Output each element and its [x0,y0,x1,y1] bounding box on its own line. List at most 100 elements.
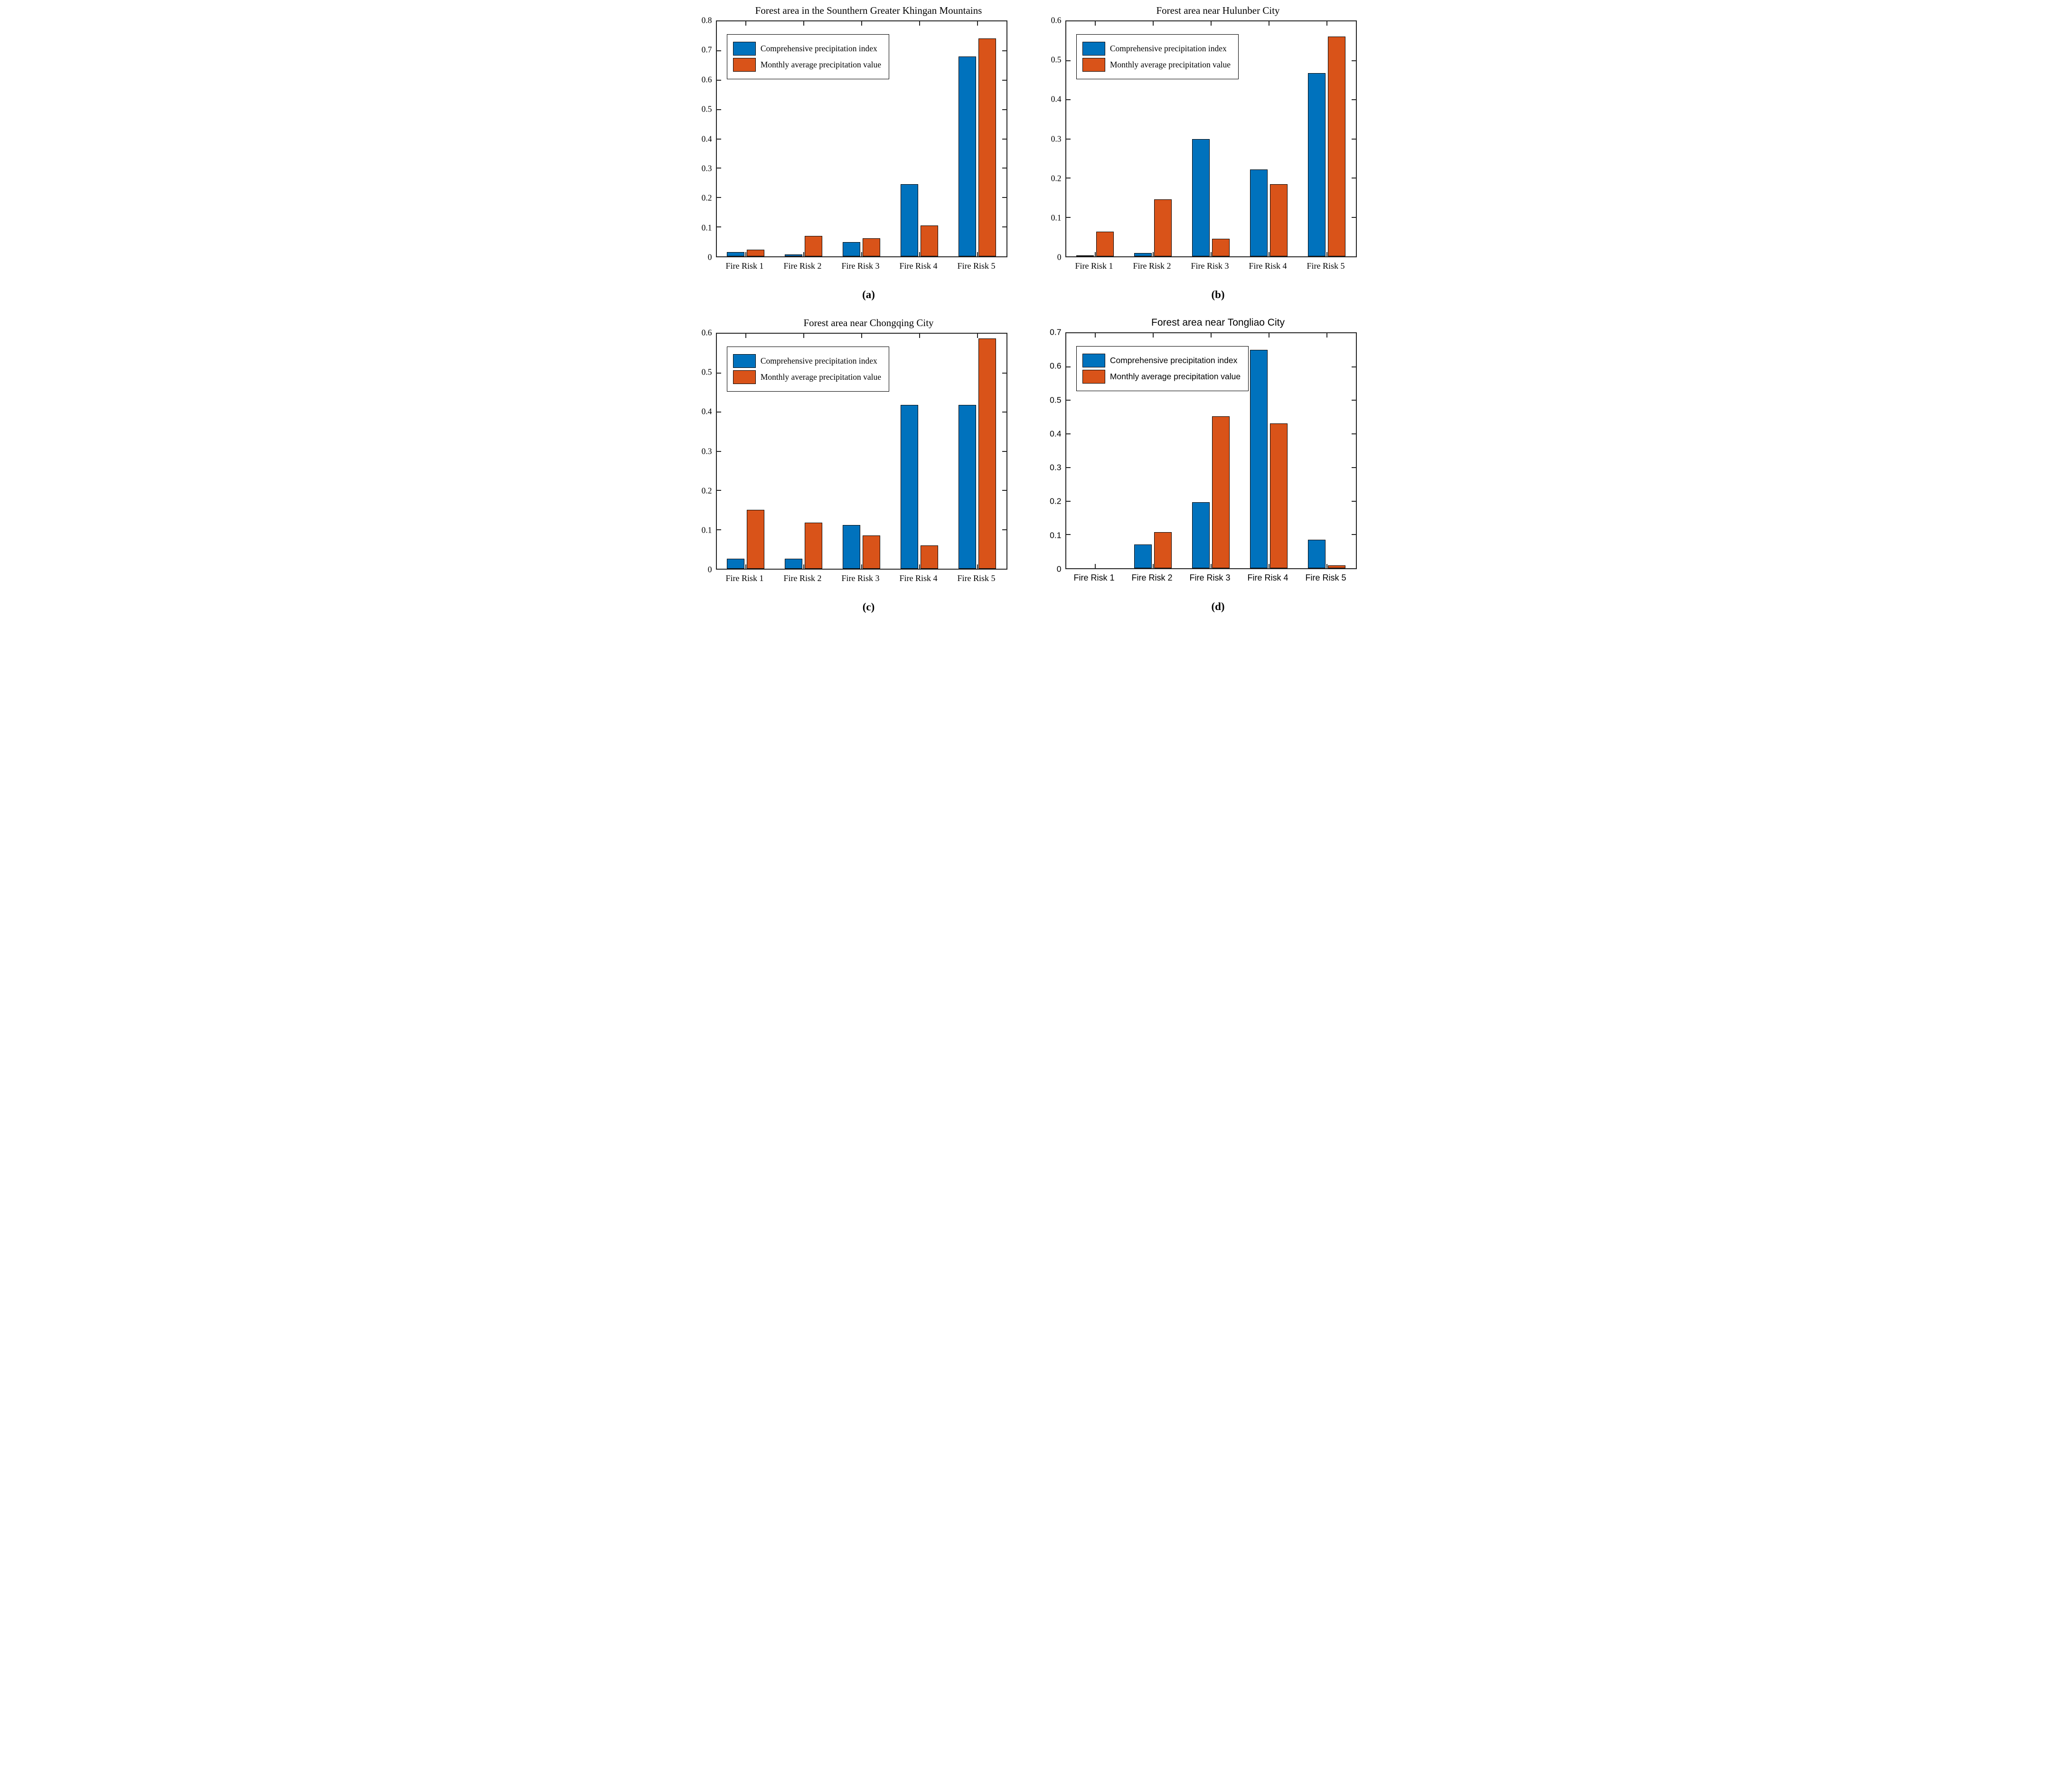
y-tick-mark [716,226,721,228]
x-axis-a: Fire Risk 1 Fire Risk 2 Fire Risk 3 Fire Ri… [716,257,1006,274]
x-tick-mark [861,252,862,256]
y-tick-label: 0 [707,252,712,262]
x-tick-label: Fire Risk 3 [1189,573,1231,582]
y-tick-mark [1351,400,1356,401]
y-tick-label: 0 [1057,252,1062,262]
y-tick-label: 0.6 [1050,361,1062,371]
plot-area-d: Comprehensive precipitation index Monthl… [1065,332,1357,569]
y-tick-mark [1066,216,1071,218]
y-tick-mark [1002,226,1006,228]
x-tick-label: Fire Risk 1 [1073,573,1115,582]
legend-c: Comprehensive precipitation index Monthl… [726,347,889,392]
y-tick-mark [1002,529,1006,530]
bar-blue [727,558,745,569]
x-tick-mark [977,334,978,338]
bar-blue [1192,139,1210,256]
legend-item: Comprehensive precipitation index [1082,354,1241,368]
y-tick-mark [1066,99,1071,100]
plot-area-b: Comprehensive precipitation index Monthl… [1065,20,1357,257]
x-tick-label: Fire Risk 4 [899,573,938,583]
y-tick-mark [1066,366,1071,367]
axis-ticks-c [716,334,1006,569]
x-tick-mark [1152,333,1154,338]
x-tick-label: Fire Risk 5 [1305,573,1346,582]
panel-caption-d: (d) [1211,600,1225,612]
x-tick-label: Fire Risk 3 [841,573,880,583]
figure-grid: Forest area in the Sounthern Greater Khi… [685,0,1375,621]
x-tick-label: Fire Risk 5 [957,261,996,271]
chart-title-d: Forest area near Tongliao City [1151,317,1285,328]
legend-a: Comprehensive precipitation index Monthl… [726,34,889,80]
x-tick-label: Fire Risk 3 [1191,261,1229,271]
y-tick-label: 0.5 [1051,55,1062,65]
y-tick-mark [716,50,721,51]
y-tick-mark [1351,216,1356,218]
y-tick-label: 0.3 [1051,133,1062,143]
y-tick-label: 0.6 [701,328,712,338]
x-tick-label: Fire Risk 4 [1249,261,1287,271]
bar-blue [1134,253,1152,256]
bar-orange [1212,416,1230,568]
x-axis-b: Fire Risk 1 Fire Risk 2 Fire Risk 3 Fire Ri… [1065,257,1355,274]
y-tick-label: 0.2 [701,193,712,203]
bar-blue [959,405,977,569]
y-tick-mark [1002,197,1006,198]
bar-orange [1269,184,1288,256]
x-tick-mark [861,21,862,26]
legend-label: Monthly average precipitation value [1109,59,1231,69]
x-tick-mark [1326,21,1327,26]
bars-d [1066,333,1356,568]
bar-orange [920,545,938,569]
y-tick-mark [716,450,721,452]
x-tick-label: Fire Risk 5 [957,573,996,583]
x-tick-label: Fire Risk 2 [1133,261,1171,271]
bar-blue [901,405,919,569]
legend-item: Monthly average precipitation value [1082,370,1241,384]
x-tick-label: Fire Risk 4 [1247,573,1288,582]
bar-orange [920,225,938,256]
y-tick-mark [1002,372,1006,374]
y-axis-d: 0 0.1 0.2 0.3 0.4 0.5 0.6 0.7 [1036,328,1065,573]
panel-a: Forest area in the Sounthern Greater Khi… [686,5,1022,301]
y-tick-mark [1351,433,1356,435]
plot-row: 0 0.1 0.2 0.3 0.4 0.5 0.6 0.7 0.8 Comprehensive … [686,16,1022,261]
x-tick-mark [1152,21,1154,26]
x-tick-mark [861,334,862,338]
y-tick-mark [1351,534,1356,535]
y-tick-mark [716,372,721,374]
legend-item: Monthly average precipitation value [1082,58,1231,72]
legend-swatch-blue [733,354,756,368]
x-tick-mark [803,21,804,26]
x-tick-mark [745,21,746,26]
legend-label: Comprehensive precipitation index [1109,43,1227,53]
y-tick-label: 0.4 [701,406,712,416]
y-tick-label: 0.3 [701,446,712,456]
bar-orange [1096,232,1114,256]
x-tick-mark [803,564,804,569]
plot-row: 0 0.1 0.2 0.3 0.4 0.5 0.6 0.7 Comprehensive pre… [1036,328,1371,573]
bar-orange [862,238,880,256]
y-tick-mark [1066,534,1071,535]
chart-title-c: Forest area near Chongqing City [803,317,934,328]
bar-blue [959,56,977,256]
y-tick-label: 0.5 [1050,394,1062,404]
x-tick-mark [861,564,862,569]
y-tick-mark [1066,138,1071,140]
x-tick-mark [1152,252,1154,256]
x-tick-label: Fire Risk 4 [899,261,938,271]
x-tick-mark [1326,333,1327,338]
bar-blue [1250,169,1268,256]
x-tick-label: Fire Risk 1 [725,573,764,583]
legend-item: Monthly average precipitation value [733,58,881,72]
y-tick-mark [1066,400,1071,401]
y-tick-mark [1002,109,1006,110]
x-tick-mark [1326,252,1327,256]
y-tick-mark [1002,412,1006,413]
y-tick-label: 0.4 [1051,94,1062,104]
x-tick-mark [745,252,746,256]
y-tick-mark [1351,366,1356,367]
bars-c [717,334,1006,569]
y-tick-label: 0.4 [701,133,712,143]
x-tick-mark [1210,333,1212,338]
bar-blue [785,254,803,256]
